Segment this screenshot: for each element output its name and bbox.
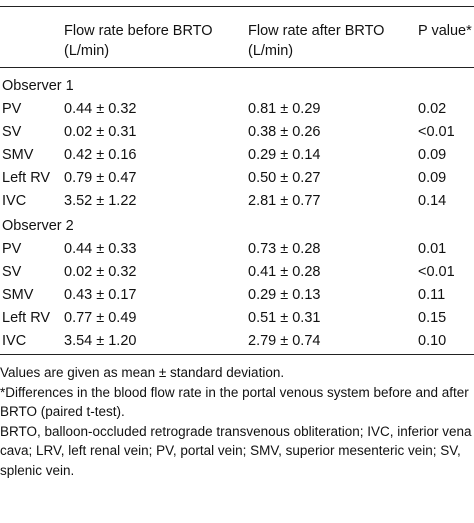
cell: 0.81 ± 0.29	[248, 101, 321, 117]
cell: 2.79 ± 0.74	[248, 333, 321, 349]
data-row: SV 0.02 ± 0.31 0.38 ± 0.26 <0.01	[0, 122, 474, 145]
footnote: BRTO, balloon-occluded retrograde transv…	[0, 423, 472, 478]
row-label: PV	[0, 239, 64, 262]
cell: 0.51 ± 0.31	[248, 310, 321, 326]
footnotes: Values are given as mean ± standard devi…	[0, 355, 474, 480]
row-label-text: IVC	[2, 333, 27, 349]
row-label: SV	[0, 122, 64, 145]
cell: 3.54 ± 1.20	[64, 333, 137, 349]
data-row: SMV 0.42 ± 0.16 0.29 ± 0.14 0.09	[0, 145, 474, 168]
cell: 0.79 ± 0.47	[64, 170, 137, 186]
header-cell: Flow rate before BRTO (L/min)	[64, 6, 248, 68]
data-row: IVC 3.52 ± 1.22 2.81 ± 0.77 0.14	[0, 191, 474, 214]
row-label-text: IVC	[2, 193, 27, 209]
cell: <0.01	[418, 264, 455, 280]
row-label-text: PV	[2, 241, 22, 257]
cell: 0.02 ± 0.32	[64, 264, 137, 280]
cell: 0.01	[418, 241, 447, 257]
data-table: Flow rate before BRTO (L/min) Flow rate a…	[0, 6, 474, 355]
cell: 0.43 ± 0.17	[64, 287, 137, 303]
cell: <0.01	[418, 124, 455, 140]
data-row: IVC 3.54 ± 1.20 2.79 ± 0.74 0.10	[0, 331, 474, 355]
cell: 0.44 ± 0.32	[64, 101, 137, 117]
row-label-text: SMV	[2, 147, 34, 163]
cell: 0.10	[418, 333, 447, 349]
row-label: IVC	[0, 331, 64, 355]
cell: 0.50 ± 0.27	[248, 170, 321, 186]
row-label-text: SV	[2, 124, 22, 140]
cell: 0.41 ± 0.28	[248, 264, 321, 280]
cell: 0.38 ± 0.26	[248, 124, 321, 140]
cell: 0.42 ± 0.16	[64, 147, 137, 163]
data-row: PV 0.44 ± 0.32 0.81 ± 0.29 0.02	[0, 99, 474, 122]
row-label-text: Left RV	[2, 310, 51, 326]
cell: 0.14	[418, 193, 447, 209]
row-label: SMV	[0, 285, 64, 308]
group-row: Observer 2	[0, 214, 474, 239]
group-row: Observer 1	[0, 68, 474, 100]
group-label: Observer 1	[2, 78, 74, 94]
cell: 2.81 ± 0.77	[248, 193, 321, 209]
row-label: Left RV	[0, 168, 64, 191]
header-cell	[0, 6, 64, 68]
data-row: SV 0.02 ± 0.32 0.41 ± 0.28 <0.01	[0, 262, 474, 285]
row-label-text: Left RV	[2, 170, 51, 186]
data-row: Left RV 0.79 ± 0.47 0.50 ± 0.27 0.09	[0, 168, 474, 191]
row-label-text: PV	[2, 101, 22, 117]
cell: 0.73 ± 0.28	[248, 241, 321, 257]
cell: 0.09	[418, 147, 447, 163]
data-row: PV 0.44 ± 0.33 0.73 ± 0.28 0.01	[0, 239, 474, 262]
row-label: IVC	[0, 191, 64, 214]
row-label: Left RV	[0, 308, 64, 331]
data-row: SMV 0.43 ± 0.17 0.29 ± 0.13 0.11	[0, 285, 474, 308]
cell: 0.29 ± 0.13	[248, 287, 321, 303]
row-label: SMV	[0, 145, 64, 168]
cell: 3.52 ± 1.22	[64, 193, 137, 209]
group-label: Observer 2	[2, 218, 74, 234]
row-label-text: SV	[2, 264, 22, 280]
cell: 0.77 ± 0.49	[64, 310, 137, 326]
row-label: PV	[0, 99, 64, 122]
cell: 0.11	[418, 287, 446, 303]
data-row: Left RV 0.77 ± 0.49 0.51 ± 0.31 0.15	[0, 308, 474, 331]
footnote: Values are given as mean ± standard devi…	[0, 365, 285, 380]
header-row: Flow rate before BRTO (L/min) Flow rate a…	[0, 6, 474, 68]
cell: 0.15	[418, 310, 447, 326]
footnote: *Differences in the blood flow rate in t…	[0, 384, 469, 420]
row-label-text: SMV	[2, 287, 34, 303]
cell: 0.44 ± 0.33	[64, 241, 137, 257]
cell: 0.09	[418, 170, 447, 186]
header-cell: P value*	[418, 6, 474, 68]
header-cell: Flow rate after BRTO (L/min)	[248, 6, 418, 68]
row-label: SV	[0, 262, 64, 285]
cell: 0.02 ± 0.31	[64, 124, 137, 140]
cell: 0.02	[418, 101, 447, 117]
cell: 0.29 ± 0.14	[248, 147, 321, 163]
